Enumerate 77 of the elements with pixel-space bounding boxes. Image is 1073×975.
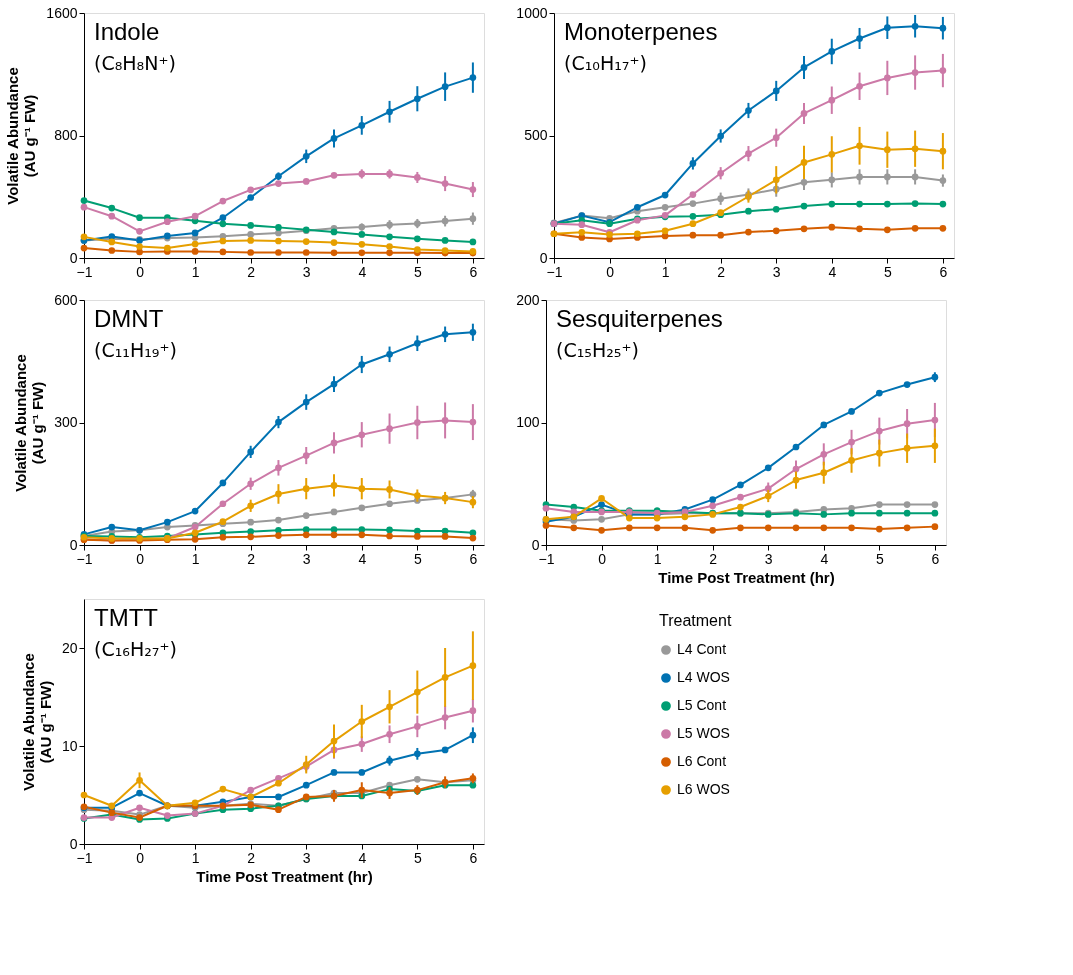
- y-tick-label: 0: [69, 835, 78, 852]
- x-tick-label: 6: [931, 550, 940, 567]
- y-tick-label: 200: [516, 291, 540, 308]
- y-axis-title: Volatile Abundance (AU g⁻¹ FW): [12, 354, 47, 492]
- legend-title: Treatment: [659, 612, 732, 629]
- x-tick-label: 1: [653, 550, 662, 567]
- x-tick-label: 0: [136, 550, 145, 567]
- x-tick-label: 5: [883, 263, 892, 280]
- x-tick-label: 0: [136, 263, 145, 280]
- legend-label: L5 WOS: [677, 725, 730, 741]
- x-tick-label: 6: [469, 550, 478, 567]
- legend-label: L4 WOS: [677, 669, 730, 685]
- x-tick-label: 2: [247, 849, 256, 866]
- legend-label: L6 WOS: [677, 781, 730, 797]
- x-tick-label: 3: [764, 550, 773, 567]
- y-tick-label: 0: [69, 536, 78, 553]
- x-tick-label: 5: [875, 550, 884, 567]
- x-tick-label: 4: [358, 263, 367, 280]
- x-tick-label: −1: [76, 849, 93, 866]
- text: (C₁₅H₂₅⁺): [556, 339, 639, 361]
- legend-label: L6 Cont: [677, 753, 727, 769]
- y-tick-label: 600: [54, 291, 78, 308]
- y-tick-label: 0: [531, 536, 540, 553]
- chart-title: TMTT: [94, 604, 159, 631]
- x-tick-label: 0: [606, 263, 615, 280]
- x-tick-label: 1: [191, 550, 200, 567]
- y-tick-label: 10: [61, 737, 78, 754]
- x-tick-label: 3: [302, 550, 311, 567]
- x-tick-label: 2: [247, 263, 256, 280]
- x-tick-label: 5: [413, 550, 422, 567]
- x-tick-label: 3: [772, 263, 781, 280]
- text: (C₁₁H₁₉⁺): [94, 339, 177, 361]
- y-tick-label: 300: [54, 414, 78, 430]
- x-tick-label: 1: [661, 263, 670, 280]
- x-tick-label: −1: [76, 263, 93, 280]
- x-tick-label: −1: [546, 263, 563, 280]
- y-tick-label: 100: [516, 414, 540, 430]
- x-tick-label: 5: [413, 263, 422, 280]
- y-tick-label: 1600: [46, 4, 78, 21]
- x-tick-label: 2: [709, 550, 718, 567]
- x-tick-label: 4: [358, 550, 367, 567]
- x-tick-label: 3: [302, 263, 311, 280]
- x-tick-label: 4: [358, 849, 367, 866]
- y-tick-label: 500: [524, 127, 548, 143]
- legend-label: L5 Cont: [677, 697, 727, 713]
- legend-label: L4 Cont: [677, 641, 727, 657]
- x-tick-label: 1: [191, 849, 200, 866]
- x-axis-title: Time Post Treatment (hr): [658, 568, 835, 586]
- x-tick-label: 6: [469, 849, 478, 866]
- x-tick-label: 6: [939, 263, 948, 280]
- x-tick-label: 3: [302, 849, 311, 866]
- x-tick-label: 2: [247, 550, 256, 567]
- text: (C₈H₈N⁺): [94, 52, 176, 74]
- x-tick-label: 4: [828, 263, 837, 280]
- x-tick-label: 0: [136, 849, 145, 866]
- x-tick-label: 0: [598, 550, 607, 567]
- x-tick-label: 1: [191, 263, 200, 280]
- y-tick-label: 0: [539, 249, 548, 266]
- x-tick-label: 5: [413, 849, 422, 866]
- chart-title: DMNT: [94, 305, 164, 332]
- y-tick-label: 0: [69, 249, 78, 266]
- y-axis-title: Volatile Abundance (AU g⁻¹ FW): [19, 653, 54, 791]
- text: (C₁₀H₁₇⁺): [564, 52, 647, 74]
- x-axis-title: Time Post Treatment (hr): [196, 867, 373, 885]
- chart-title: Sesquiterpenes: [556, 305, 723, 332]
- chart-title: Indole: [94, 18, 160, 45]
- y-tick-label: 20: [61, 639, 78, 656]
- x-tick-label: 4: [820, 550, 829, 567]
- y-axis-title: Volatile Abundance (AU g⁻¹ FW): [4, 67, 39, 205]
- y-tick-label: 800: [54, 127, 78, 143]
- y-tick-label: 1000: [516, 4, 548, 21]
- text: (C₁₆H₂₇⁺): [94, 638, 177, 660]
- chart-title: Monoterpenes: [564, 18, 718, 45]
- x-tick-label: 2: [717, 263, 726, 280]
- x-tick-label: 6: [469, 263, 478, 280]
- x-tick-label: −1: [76, 550, 93, 567]
- x-tick-label: −1: [538, 550, 555, 567]
